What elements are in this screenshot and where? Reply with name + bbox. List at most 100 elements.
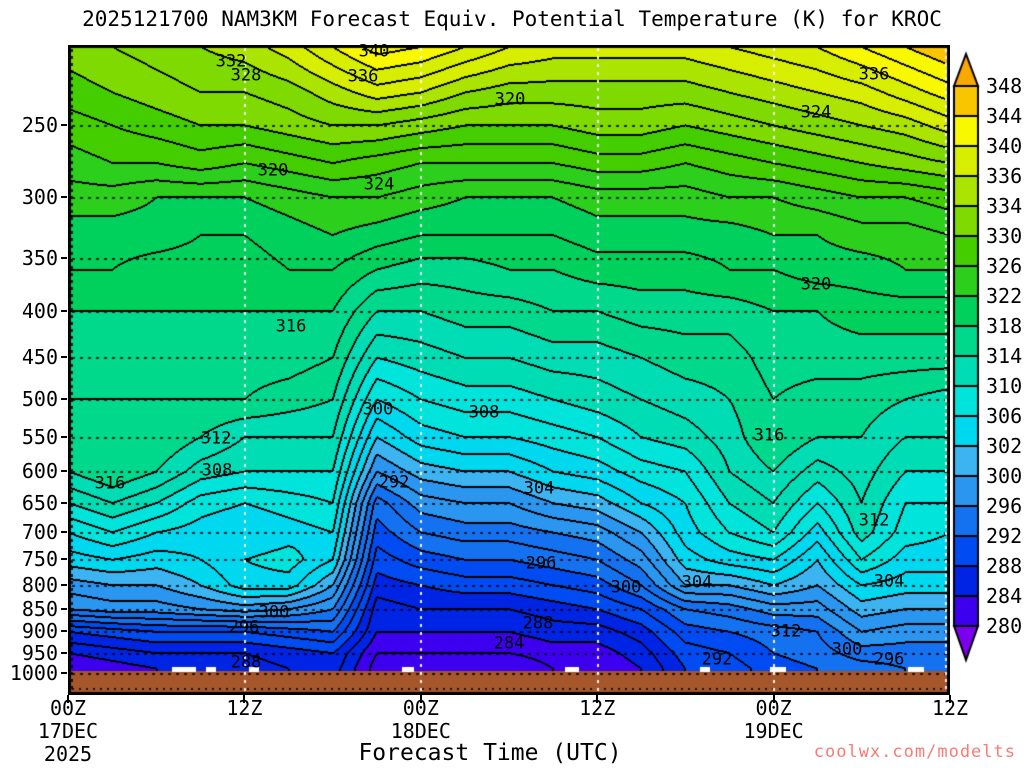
- y-axis-tick-mark: [61, 630, 67, 633]
- contour-line-label: 312: [200, 428, 232, 449]
- contour-line-label: 320: [800, 274, 832, 295]
- x-axis-tick-mark: [596, 695, 599, 703]
- contour-line-label: 300: [362, 399, 394, 420]
- contour-line-label: 300: [831, 639, 863, 660]
- x-axis-tick-label: 12Z: [226, 696, 263, 720]
- contour-line-label: 292: [378, 472, 410, 493]
- contour-line-label: 316: [94, 473, 126, 494]
- contour-line-label: 324: [363, 174, 395, 195]
- y-axis-tick-label: 750: [21, 547, 58, 572]
- y-axis-tick-mark: [61, 607, 67, 610]
- colorbar-tick-label: 302: [986, 434, 1023, 458]
- y-axis-tick-label: 950: [21, 640, 58, 665]
- y-axis-tick-label: 600: [21, 458, 58, 483]
- contour-line-label: 336: [347, 66, 379, 87]
- colorbar-tick-label: 318: [986, 314, 1023, 338]
- contour-line-label: 304: [681, 572, 713, 593]
- contour-line-label: 288: [230, 652, 262, 673]
- x-axis-tick-mark: [772, 695, 775, 703]
- colorbar-tick-label: 300: [986, 464, 1023, 488]
- y-axis-tick-label: 350: [21, 245, 58, 270]
- contour-line-label: 340: [358, 41, 390, 62]
- contour-line-label: 304: [873, 571, 905, 592]
- y-axis-tick-mark: [61, 309, 67, 312]
- colorbar-tick-label: 292: [986, 524, 1023, 548]
- y-axis-tick-label: 500: [21, 386, 58, 411]
- colorbar-tick-label: 306: [986, 404, 1023, 428]
- x-axis-tick-mark: [949, 695, 951, 703]
- contour-line-label: 320: [494, 89, 526, 110]
- contour-line-label: 336: [858, 64, 890, 85]
- watermark-text: coolwx.com/modelts: [813, 742, 1016, 762]
- colorbar-tick-label: 296: [986, 494, 1023, 518]
- contour-line-label: 328: [230, 65, 262, 86]
- y-axis-tick-mark: [61, 469, 67, 472]
- colorbar-tick-label: 326: [986, 254, 1023, 278]
- colorbar-tick-label: 284: [986, 584, 1023, 608]
- y-axis-tick-mark: [61, 583, 67, 586]
- y-axis-tick-mark: [61, 530, 67, 533]
- y-axis-tick-mark: [61, 651, 67, 654]
- contour-line-label: 316: [753, 425, 785, 446]
- contour-line-label: 300: [610, 577, 642, 598]
- y-axis-tick-label: 700: [21, 519, 58, 544]
- contour-line-label: 300: [258, 602, 290, 623]
- contour-line-label: 312: [770, 621, 802, 642]
- colorbar-tick-label: 340: [986, 134, 1023, 158]
- y-axis-tick-label: 850: [21, 596, 58, 621]
- chart-title: 2025121700 NAM3KM Forecast Equiv. Potent…: [82, 7, 942, 31]
- y-axis-tick-label: 400: [21, 298, 58, 323]
- colorbar-tick-label: 322: [986, 284, 1023, 308]
- x-axis-tick-mark: [67, 695, 69, 703]
- contour-line-label: 304: [523, 478, 555, 499]
- x-axis-tick-mark: [419, 695, 422, 703]
- contour-line-label: 296: [525, 553, 557, 574]
- x-axis-title: Forecast Time (UTC): [358, 740, 622, 766]
- x-axis-tick-mark: [243, 695, 246, 703]
- contour-line-label: 312: [858, 510, 890, 531]
- colorbar-tick-label: 344: [986, 104, 1023, 128]
- y-axis-tick-label: 250: [21, 112, 58, 137]
- y-axis-tick-mark: [61, 435, 67, 438]
- y-axis-tick-mark: [61, 671, 67, 674]
- y-axis-tick-mark: [61, 397, 67, 400]
- x-axis-tick-label: 12Z: [931, 696, 969, 720]
- colorbar-tick-label: 330: [986, 224, 1023, 248]
- contour-line-label: 308: [468, 402, 500, 423]
- contour-line-label: 288: [522, 613, 554, 634]
- contour-line-label: 296: [873, 649, 905, 670]
- y-axis-tick-mark: [61, 558, 67, 561]
- y-axis-tick-label: 900: [21, 619, 58, 644]
- contour-line-label: 284: [493, 633, 525, 654]
- y-axis-tick-mark: [61, 356, 67, 359]
- x-axis-tick-label: 00Z 19DEC: [743, 696, 804, 743]
- colorbar-tick-label: 288: [986, 554, 1023, 578]
- contour-line-label: 292: [701, 649, 733, 670]
- colorbar-tick-label: 314: [986, 344, 1023, 368]
- y-axis-tick-mark: [61, 256, 67, 259]
- colorbar-tick-label: 348: [986, 74, 1023, 98]
- y-axis-tick-label: 450: [21, 345, 58, 370]
- y-axis-tick-label: 300: [21, 184, 58, 209]
- x-axis-tick-label: 12Z: [579, 696, 616, 720]
- contour-line-label: 296: [228, 617, 260, 638]
- colorbar-tick-label: 334: [986, 194, 1023, 218]
- x-axis-tick-label: 00Z 18DEC: [390, 696, 451, 743]
- colorbar-canvas: [948, 48, 1024, 668]
- colorbar-tick-label: 310: [986, 374, 1023, 398]
- contour-line-label: 308: [201, 460, 233, 481]
- y-axis-tick-label: 1000: [9, 660, 58, 685]
- y-axis-tick-mark: [61, 195, 67, 198]
- y-axis-tick-mark: [61, 501, 67, 504]
- contour-line-label: 332: [215, 51, 247, 72]
- y-axis-tick-label: 800: [21, 572, 58, 597]
- y-axis-tick-label: 650: [21, 490, 58, 515]
- contour-line-label: 324: [800, 102, 832, 123]
- contour-line-label: 316: [275, 316, 307, 337]
- y-axis-tick-mark: [61, 123, 67, 126]
- contour-line-label: 320: [257, 160, 289, 181]
- x-axis-tick-label: 00Z 17DEC 2025: [37, 696, 99, 766]
- colorbar-tick-label: 280: [986, 614, 1023, 638]
- contour-plot-canvas: [68, 45, 950, 695]
